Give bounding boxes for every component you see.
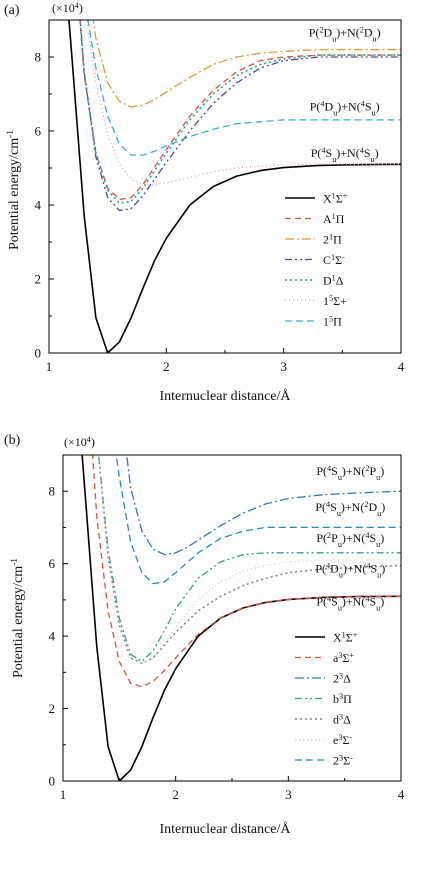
legend-entry: 21Π: [323, 232, 342, 247]
x-tick-label: 4: [398, 359, 405, 374]
series-line-5: [97, 455, 401, 664]
y-tick-label: 2: [35, 272, 42, 287]
y-tick-label: 6: [35, 124, 42, 139]
series-line-0: [68, 20, 401, 353]
series-line-4: [79, 20, 401, 204]
plot-frame: [48, 19, 402, 354]
dissociation-label: P(4Du)+N(4Su): [315, 561, 385, 579]
legend-entry: 23Σ-: [333, 753, 353, 768]
x-axis-label: Internuclear distance/Å: [160, 821, 292, 837]
series-line-1: [79, 20, 401, 201]
series-line-3: [79, 20, 401, 212]
x-tick-label: 4: [398, 787, 405, 802]
y-axis-label: Potential energy/cm-1: [6, 130, 22, 250]
series-line-6: [87, 20, 401, 156]
legend-entry: 15Π: [323, 314, 342, 329]
dissociation-label: P(4Su)+N(4Su): [316, 594, 384, 612]
y-tick-label: 6: [49, 556, 56, 571]
dissociation-label: P(4Su)+N(2Pu): [316, 463, 384, 481]
series-line-6: [115, 455, 401, 585]
y-tick-label: 0: [49, 774, 56, 789]
series-line-1: [92, 455, 401, 688]
y-tick-label: 0: [35, 346, 42, 361]
x-tick-label: 3: [285, 787, 292, 802]
legend-entry: 23Δ: [333, 671, 351, 686]
axis-multiplier: (×104): [52, 1, 83, 16]
dissociation-label: P(4Du)+N(4Su): [310, 99, 380, 117]
y-tick-label: 2: [49, 701, 56, 716]
dissociation-label: P(4Su)+N(2Du): [315, 500, 385, 518]
x-tick-label: 1: [46, 359, 53, 374]
dissociation-label: P(2Du)+N(2Du): [309, 25, 381, 43]
dissociation-label: P(4Su)+N(4Su): [311, 145, 379, 163]
legend-entry: b3Π: [333, 692, 352, 707]
legend-entry: d3Δ: [333, 712, 351, 727]
panel-a: 1 2 3 4 0 2 4 6 8 (a) (×104) Internuclear distance/…: [4, 1, 405, 405]
legend-entry: C1Σ-: [323, 253, 345, 268]
y-tick-label: 8: [35, 50, 42, 65]
legend-entry: e3Σ-: [333, 733, 352, 748]
x-tick-label: 1: [60, 787, 67, 802]
series-line-4: [97, 455, 401, 665]
x-axis-label: Internuclear distance/Å: [160, 388, 292, 404]
dissociation-label: P(2Pu)+N(4Su): [316, 530, 384, 548]
legend-entry: A1Π: [323, 212, 345, 227]
legend-entry: X1Σ+: [333, 630, 358, 645]
y-tick-label: 4: [49, 629, 56, 644]
legend-entry: X1Σ+: [323, 191, 348, 206]
panel-label: (b): [4, 433, 21, 448]
panel-label: (a): [4, 3, 20, 18]
axis-multiplier: (×104): [64, 435, 95, 450]
legend-entry: 15Σ+: [323, 294, 347, 309]
legend-entry: D1Δ: [323, 273, 344, 288]
x-tick-label: 2: [163, 359, 170, 374]
x-tick-label: 3: [280, 359, 287, 374]
series-line-2: [92, 20, 401, 108]
legend-entry: a3Σ+: [333, 651, 354, 666]
panel-b: 1 2 3 4 0 2 4 6 8 (b) (×104) Internuclear distance/…: [4, 433, 405, 837]
series-line-0: [81, 455, 401, 781]
x-tick-label: 2: [172, 787, 179, 802]
y-tick-label: 4: [35, 198, 42, 213]
y-tick-label: 8: [49, 484, 56, 499]
series-line-3: [97, 455, 401, 663]
y-axis-label: Potential energy/cm-1: [10, 558, 26, 678]
